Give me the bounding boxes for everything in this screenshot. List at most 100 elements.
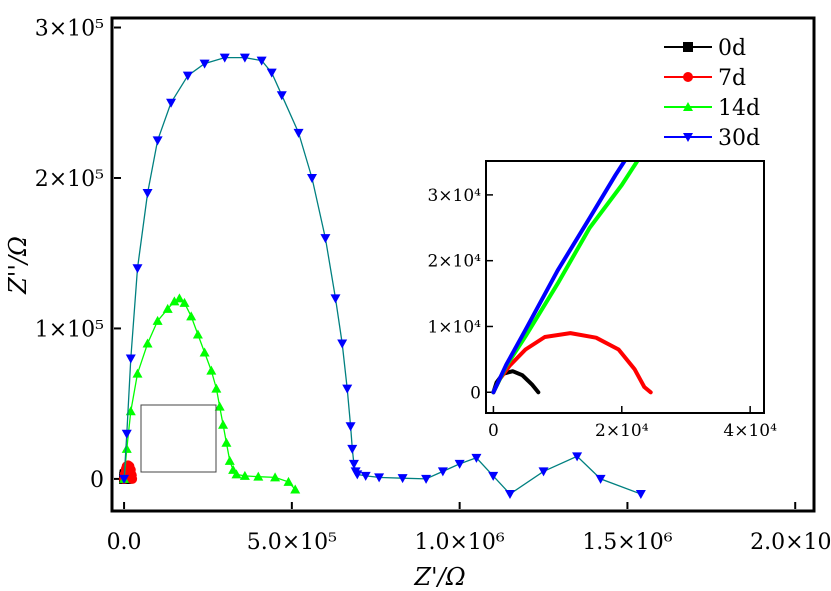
inset-y-tick-label: 0 bbox=[470, 383, 481, 403]
legend-marker bbox=[683, 133, 693, 142]
legend-item-7d: 7d bbox=[664, 66, 746, 91]
inset-y-tick-label: 2×10⁴ bbox=[427, 252, 481, 272]
data-point bbox=[504, 489, 515, 499]
data-point bbox=[142, 189, 153, 199]
main-series-group bbox=[119, 53, 646, 499]
data-point bbox=[256, 56, 267, 66]
data-point bbox=[231, 469, 242, 479]
legend-label: 14d bbox=[718, 96, 760, 121]
data-point bbox=[437, 467, 448, 477]
inset-x-tick-label: 2×10⁴ bbox=[595, 421, 649, 441]
x-tick-label: 1.0×10⁶ bbox=[415, 530, 505, 555]
data-point bbox=[132, 264, 143, 274]
data-point bbox=[595, 474, 606, 484]
inset-frame bbox=[485, 160, 765, 414]
data-point bbox=[182, 71, 193, 81]
data-point bbox=[330, 294, 341, 304]
series-30d bbox=[119, 53, 646, 499]
y-axis-label: Z''/Ω bbox=[4, 236, 32, 295]
data-point bbox=[471, 453, 482, 463]
legend-marker bbox=[683, 102, 693, 111]
data-point bbox=[125, 354, 136, 364]
data-point bbox=[572, 452, 583, 462]
x-tick-label: 2.0×10⁶ bbox=[750, 530, 831, 555]
series-14d bbox=[119, 293, 301, 494]
y-tick-label: 3×10⁵ bbox=[35, 17, 104, 42]
data-point bbox=[360, 471, 371, 481]
data-point bbox=[121, 429, 132, 439]
data-point bbox=[538, 467, 549, 477]
data-point bbox=[348, 459, 359, 469]
legend: 0d 7d 14d 30d bbox=[664, 36, 760, 151]
data-point bbox=[218, 419, 229, 429]
data-point bbox=[239, 53, 250, 63]
data-point bbox=[199, 347, 210, 357]
zoom-region-box bbox=[140, 404, 217, 473]
legend-item-30d: 30d bbox=[664, 126, 760, 151]
data-point bbox=[454, 459, 465, 469]
inset-chart: 0 2×10⁴ 4×10⁴ 0 1×10⁴ 2×10⁴ 3×10⁴ bbox=[427, 160, 777, 441]
data-point bbox=[214, 401, 225, 411]
data-point bbox=[421, 474, 432, 484]
data-point bbox=[132, 368, 143, 378]
inset-series-30d bbox=[491, 162, 627, 395]
data-point bbox=[142, 338, 153, 348]
data-point bbox=[276, 91, 287, 101]
data-point bbox=[253, 471, 264, 481]
legend-label: 30d bbox=[718, 126, 760, 151]
data-point bbox=[169, 296, 180, 306]
data-point bbox=[162, 303, 173, 313]
main-axes: 0.0 5.0×10⁵ 1.0×10⁶ 1.5×10⁶ 2.0×10⁶ 0 1×10⁵ 2×1… bbox=[35, 17, 831, 555]
inset-x-tick-label: 0 bbox=[488, 421, 499, 441]
data-point bbox=[166, 98, 177, 108]
data-point bbox=[219, 53, 230, 63]
x-tick-label: 1.5×10⁶ bbox=[582, 530, 672, 555]
legend-marker bbox=[683, 72, 693, 82]
inset-y-tick-label: 3×10⁴ bbox=[427, 186, 481, 206]
data-point bbox=[320, 234, 331, 244]
data-point bbox=[488, 471, 499, 481]
x-tick-label: 0.0 bbox=[107, 530, 142, 555]
data-point bbox=[119, 474, 130, 484]
legend-label: 7d bbox=[718, 66, 746, 91]
data-point bbox=[186, 311, 197, 321]
y-tick-label: 2×10⁵ bbox=[35, 167, 104, 192]
data-point bbox=[345, 422, 356, 432]
x-tick-label: 5.0×10⁵ bbox=[247, 530, 337, 555]
y-tick-label: 0 bbox=[90, 468, 104, 493]
data-point bbox=[206, 365, 217, 375]
legend-item-14d: 14d bbox=[664, 96, 760, 121]
data-point bbox=[221, 437, 232, 447]
data-point bbox=[239, 470, 250, 480]
data-point bbox=[179, 297, 190, 307]
series-line bbox=[123, 56, 642, 495]
y-tick-label: 1×10⁵ bbox=[35, 317, 104, 342]
data-point bbox=[127, 473, 138, 484]
data-point bbox=[283, 476, 294, 486]
inset-y-tick-label: 1×10⁴ bbox=[427, 317, 481, 337]
data-point bbox=[337, 339, 348, 349]
data-point bbox=[211, 383, 222, 393]
legend-item-0d: 0d bbox=[664, 36, 746, 61]
data-point bbox=[347, 444, 358, 454]
data-point bbox=[192, 329, 203, 339]
data-point bbox=[174, 293, 185, 303]
data-point bbox=[342, 384, 353, 394]
inset-x-tick-label: 4×10⁴ bbox=[723, 421, 777, 441]
data-point bbox=[152, 315, 163, 325]
inset-series-group bbox=[491, 162, 653, 395]
data-point bbox=[266, 68, 277, 78]
data-point bbox=[199, 59, 210, 69]
series-line bbox=[123, 297, 296, 490]
data-point bbox=[290, 484, 301, 494]
data-point bbox=[152, 136, 163, 146]
data-point bbox=[374, 473, 385, 483]
data-point bbox=[635, 489, 646, 499]
data-point bbox=[270, 472, 281, 482]
data-point bbox=[306, 173, 317, 183]
data-point bbox=[352, 470, 363, 480]
legend-label: 0d bbox=[718, 36, 746, 61]
plot-frame bbox=[110, 16, 816, 513]
inset-axes: 0 2×10⁴ 4×10⁴ 0 1×10⁴ 2×10⁴ 3×10⁴ bbox=[427, 186, 777, 441]
data-point bbox=[397, 474, 408, 484]
